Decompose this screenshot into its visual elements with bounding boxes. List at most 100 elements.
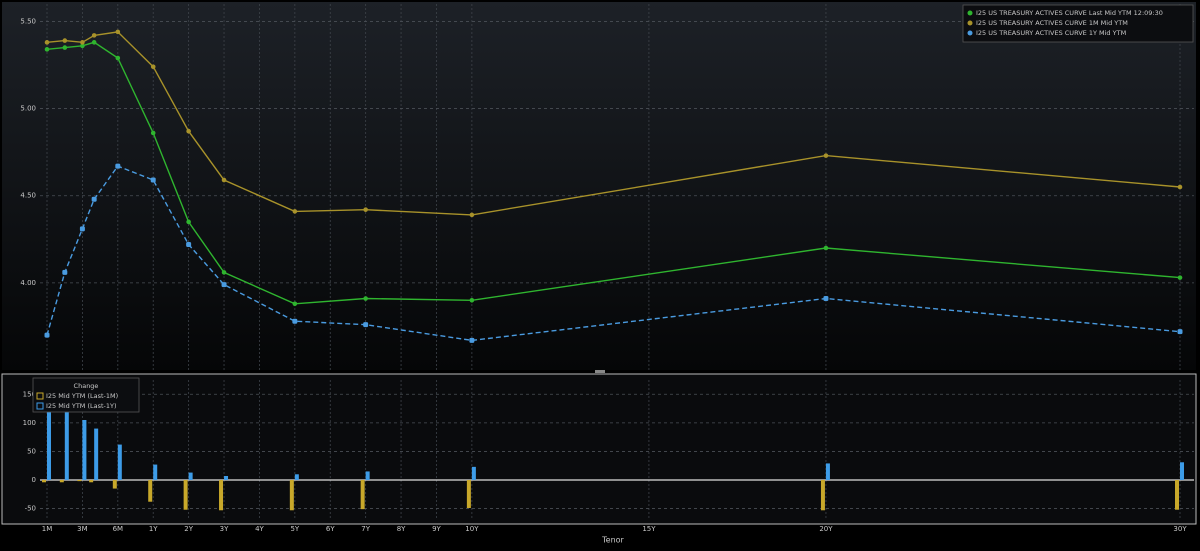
x-tick-label: 15Y [642, 525, 656, 533]
point-marker [150, 130, 156, 136]
legend-swatch [36, 402, 44, 410]
point-marker [115, 163, 121, 169]
point-marker [62, 38, 68, 43]
top-panel [2, 2, 1196, 370]
legend-label: I25 US TREASURY ACTIVES CURVE 1M Mid YTM [976, 19, 1128, 27]
point-marker [80, 40, 85, 45]
point-marker [1177, 329, 1183, 335]
bar [94, 428, 99, 480]
legend-swatch [967, 30, 973, 36]
point-marker [186, 242, 192, 248]
y-tick-label: 5.00 [20, 105, 36, 113]
point-marker [115, 55, 121, 61]
point-marker [44, 40, 50, 45]
y-tick-label: 150 [23, 390, 36, 398]
bar [82, 420, 87, 480]
bar [825, 463, 830, 480]
x-tick-label: 30Y [1173, 525, 1187, 533]
x-tick-label: 2Y [184, 525, 193, 533]
x-tick-label: 9Y [432, 525, 441, 533]
legend-swatch [967, 10, 973, 16]
bar [466, 480, 471, 508]
point-marker [363, 296, 368, 301]
bar [42, 480, 46, 483]
bar [153, 464, 158, 480]
bar [148, 480, 153, 502]
legend-swatch [967, 20, 973, 26]
point-marker [292, 318, 298, 324]
bar [224, 476, 229, 480]
x-tick-label: 20Y [819, 525, 833, 533]
legend-box [32, 377, 140, 413]
x-tick-label: 3M [77, 525, 88, 533]
point-marker [115, 29, 121, 35]
legend-label: I25 US TREASURY ACTIVES CURVE Last Mid Y… [976, 9, 1163, 17]
legend-title: Change [74, 382, 99, 390]
y-tick-label: 50 [27, 447, 36, 455]
legend-swatch [36, 392, 44, 400]
bar [112, 480, 117, 489]
bar [89, 480, 94, 483]
bar [360, 480, 365, 510]
bar [471, 466, 476, 480]
point-marker [44, 47, 50, 52]
point-marker [292, 209, 298, 214]
x-tick-label: 7Y [361, 525, 370, 533]
y-tick-label: 0 [32, 476, 36, 484]
point-marker [186, 219, 191, 225]
bar [64, 406, 69, 480]
legend-box [962, 4, 1194, 43]
point-marker [91, 33, 97, 38]
legend-label: I25 Mid YTM (Last-1M) [46, 392, 118, 400]
x-tick-label: 1M [42, 525, 53, 533]
y-tick-label: 5.50 [20, 17, 36, 25]
point-marker [823, 296, 829, 302]
point-marker [221, 282, 227, 288]
y-tick-label: 4.00 [20, 279, 36, 287]
bar [183, 480, 188, 510]
bar [188, 472, 193, 480]
bar [289, 480, 294, 511]
bar [59, 480, 64, 483]
point-marker [1177, 184, 1183, 190]
point-marker [150, 64, 156, 70]
x-tick-label: 3Y [220, 525, 229, 533]
legend-label: I25 Mid YTM (Last-1Y) [46, 402, 117, 410]
bar [1175, 480, 1179, 510]
bar [820, 480, 825, 511]
point-marker [221, 177, 227, 183]
point-marker [186, 128, 191, 134]
point-marker [80, 43, 85, 49]
x-tick-label: 8Y [397, 525, 406, 533]
x-axis-title: Tenor [601, 536, 624, 545]
x-tick-label: 6Y [326, 525, 335, 533]
bar [294, 474, 299, 480]
point-marker [150, 177, 156, 183]
x-tick-label: 1Y [149, 525, 158, 533]
point-marker [221, 270, 227, 275]
plot-layer: 1M 3M 6M 1Y 2Y 3Y 4Y 5Y 6Y 7Y 8Y 9Y 10Y 15Y 20Y 30Y 5.50… [20, 4, 1194, 545]
bar [365, 471, 370, 480]
bar [117, 444, 122, 480]
y-tick-label: -50 [25, 505, 36, 513]
point-marker [363, 207, 368, 212]
y-tick-label: 100 [23, 419, 36, 427]
point-marker [1177, 275, 1183, 280]
point-marker [91, 196, 97, 202]
point-marker [469, 337, 475, 343]
point-marker [91, 40, 97, 45]
x-tick-label: 6M [113, 525, 124, 533]
bar [47, 386, 51, 480]
splitter-handle[interactable] [595, 370, 605, 373]
point-marker [469, 297, 475, 303]
bottom-panel [1, 373, 1197, 525]
point-marker [79, 226, 85, 232]
point-marker [823, 153, 829, 158]
point-marker [823, 245, 829, 251]
point-marker [62, 45, 68, 50]
point-marker [292, 301, 298, 307]
point-marker [363, 322, 369, 328]
bar [77, 480, 82, 482]
bar [219, 480, 224, 511]
